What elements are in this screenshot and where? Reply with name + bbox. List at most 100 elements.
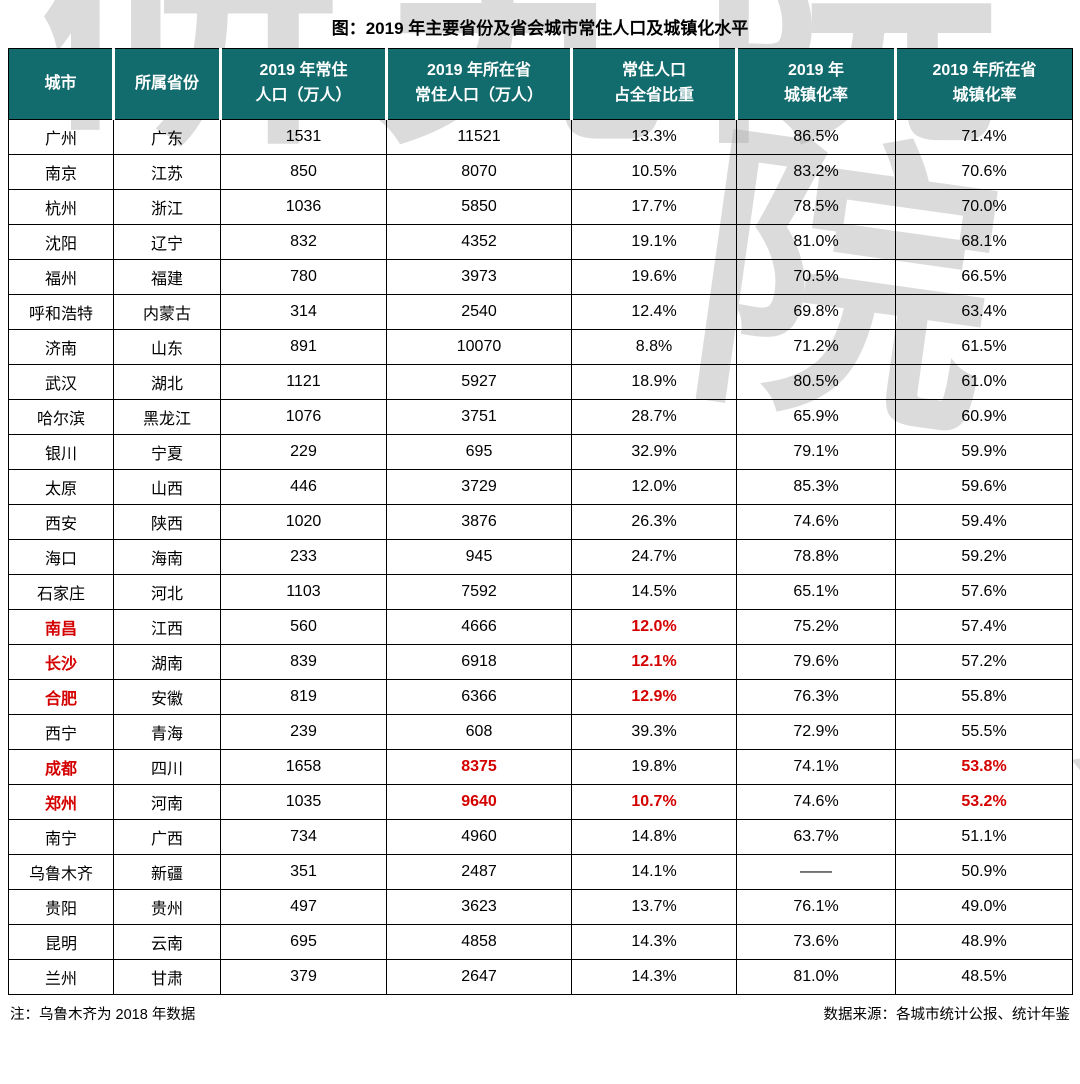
table-cell: 71.4% [895, 119, 1073, 155]
table-cell: 安徽 [113, 679, 221, 715]
table-cell: 59.2% [895, 539, 1073, 575]
table-cell: 内蒙古 [113, 294, 221, 330]
table-cell: 广东 [113, 119, 221, 155]
table-cell: 银川 [8, 434, 114, 470]
table-row: 乌鲁木齐 新疆 351 2487 14.1% —— 50.9% [8, 854, 1073, 890]
table-row: 济南 山东 891 10070 8.8% 71.2% 61.5% [8, 329, 1073, 365]
table-cell: 陕西 [113, 504, 221, 540]
chart-title: 图：2019 年主要省份及省会城市常住人口及城镇化水平 [331, 19, 749, 38]
table-cell: 57.2% [895, 644, 1073, 680]
table-cell: 14.3% [571, 959, 737, 995]
table-cell: 65.9% [736, 399, 896, 435]
table-cell: 12.0% [571, 469, 737, 505]
table-cell: 50.9% [895, 854, 1073, 890]
table-cell: 西安 [8, 504, 114, 540]
table-cell: 福建 [113, 259, 221, 295]
table-cell: 59.4% [895, 504, 1073, 540]
table-row: 合肥 安徽 819 6366 12.9% 76.3% 55.8% [8, 679, 1073, 715]
table-cell: 8375 [386, 749, 572, 785]
table-row: 太原 山西 446 3729 12.0% 85.3% 59.6% [8, 469, 1073, 505]
table-cell: 4666 [386, 609, 572, 645]
table-cell: 河南 [113, 784, 221, 820]
table-cell: 839 [220, 644, 387, 680]
table-cell: 68.1% [895, 224, 1073, 260]
table-cell: 229 [220, 434, 387, 470]
table-cell: 239 [220, 714, 387, 750]
table-cell: 1036 [220, 189, 387, 225]
table-row: 石家庄 河北 1103 7592 14.5% 65.1% 57.6% [8, 574, 1073, 610]
table-cell: 70.6% [895, 154, 1073, 190]
table-cell: 8.8% [571, 329, 737, 365]
table-cell: 79.1% [736, 434, 896, 470]
table-row: 长沙 湖南 839 6918 12.1% 79.6% 57.2% [8, 644, 1073, 680]
table-cell: 杭州 [8, 189, 114, 225]
table-footer: 注：乌鲁木齐为 2018 年数据 数据来源：各城市统计公报、统计年鉴 [8, 995, 1072, 1024]
table-cell: 59.9% [895, 434, 1073, 470]
table-cell: 西宁 [8, 714, 114, 750]
table-cell: 10.7% [571, 784, 737, 820]
table-cell: 81.0% [736, 224, 896, 260]
table-row: 兰州 甘肃 379 2647 14.3% 81.0% 48.5% [8, 959, 1073, 995]
table-cell: 济南 [8, 329, 114, 365]
table-cell: 70.0% [895, 189, 1073, 225]
table-cell: 太原 [8, 469, 114, 505]
table-cell: 59.6% [895, 469, 1073, 505]
table-row: 南昌 江西 560 4666 12.0% 75.2% 57.4% [8, 609, 1073, 645]
table-cell: 19.8% [571, 749, 737, 785]
table-cell: 湖南 [113, 644, 221, 680]
table-cell: 61.0% [895, 364, 1073, 400]
table-cell: 560 [220, 609, 387, 645]
table-cell: 10.5% [571, 154, 737, 190]
table-cell: 608 [386, 714, 572, 750]
table-cell: 83.2% [736, 154, 896, 190]
column-header: 2019 年常住 人口（万人） [219, 48, 387, 120]
table-cell: 780 [220, 259, 387, 295]
table-cell: 32.9% [571, 434, 737, 470]
table-cell: 云南 [113, 924, 221, 960]
table-cell: 2540 [386, 294, 572, 330]
footnote-right: 数据来源：各城市统计公报、统计年鉴 [823, 1007, 1071, 1023]
table-cell: 海口 [8, 539, 114, 575]
table-body: 广州 广东 1531 11521 13.3% 86.5% 71.4% 南京 江苏 850 8070 1… [8, 119, 1073, 995]
table-cell: 1103 [220, 574, 387, 610]
table-cell: 57.6% [895, 574, 1073, 610]
table-cell: 60.9% [895, 399, 1073, 435]
table-cell: 福州 [8, 259, 114, 295]
table-row: 广州 广东 1531 11521 13.3% 86.5% 71.4% [8, 119, 1073, 155]
table-row: 西安 陕西 1020 3876 26.3% 74.6% 59.4% [8, 504, 1073, 540]
table-cell: 新疆 [113, 854, 221, 890]
table-cell: 呼和浩特 [8, 294, 114, 330]
header-row: 城市 所属省份 2019 年常住 人口（万人） 2019 年所在省 常住人口（万人） 常住人… [8, 48, 1073, 120]
table-cell: 48.5% [895, 959, 1073, 995]
table-cell: 山东 [113, 329, 221, 365]
table-cell: 贵州 [113, 889, 221, 925]
table-cell: 55.5% [895, 714, 1073, 750]
table-cell: 18.9% [571, 364, 737, 400]
table-row: 西宁 青海 239 608 39.3% 72.9% 55.5% [8, 714, 1073, 750]
table-row: 郑州 河南 1035 9640 10.7% 74.6% 53.2% [8, 784, 1073, 820]
table-cell: 5927 [386, 364, 572, 400]
table-cell: 郑州 [8, 784, 114, 820]
table-cell: 3623 [386, 889, 572, 925]
table-cell: 湖北 [113, 364, 221, 400]
table-cell: 66.5% [895, 259, 1073, 295]
table-cell: 青海 [113, 714, 221, 750]
table-cell: 8070 [386, 154, 572, 190]
table-cell: 江西 [113, 609, 221, 645]
table-cell: 1658 [220, 749, 387, 785]
table-cell: 1076 [220, 399, 387, 435]
table-cell: 61.5% [895, 329, 1073, 365]
table-cell: 成都 [8, 749, 114, 785]
footnote-left: 注：乌鲁木齐为 2018 年数据 [10, 1007, 196, 1023]
table-cell: 85.3% [736, 469, 896, 505]
table-cell: 沈阳 [8, 224, 114, 260]
table-cell: 广州 [8, 119, 114, 155]
table-cell: 2487 [386, 854, 572, 890]
table-cell: 南昌 [8, 609, 114, 645]
table-row: 沈阳 辽宁 832 4352 19.1% 81.0% 68.1% [8, 224, 1073, 260]
table-cell: 233 [220, 539, 387, 575]
table-row: 南宁 广西 734 4960 14.8% 63.7% 51.1% [8, 819, 1073, 855]
table-cell: 314 [220, 294, 387, 330]
table-cell: 贵阳 [8, 889, 114, 925]
table-cell: 69.8% [736, 294, 896, 330]
